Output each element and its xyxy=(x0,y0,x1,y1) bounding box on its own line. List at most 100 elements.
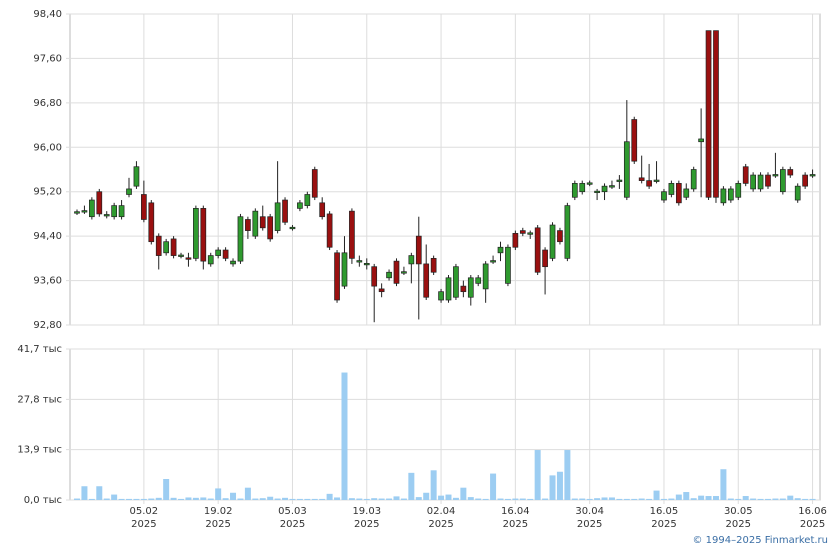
volume-bar xyxy=(638,498,645,500)
candle-body xyxy=(467,277,474,298)
candle-body xyxy=(765,174,771,187)
candle-body xyxy=(653,179,660,182)
volume-bar xyxy=(519,498,526,500)
volume-bar xyxy=(742,496,749,500)
y-tick-label: 93,60 xyxy=(33,276,62,287)
y-tick-label: 92,80 xyxy=(33,320,62,331)
volume-bar xyxy=(802,498,809,500)
volume-bar xyxy=(148,498,155,500)
candle-body xyxy=(252,210,259,237)
volume-bar xyxy=(698,495,705,500)
volume-bar xyxy=(616,498,623,500)
volume-bar xyxy=(445,494,452,500)
volume-bar xyxy=(571,498,578,500)
volume-bar xyxy=(452,497,459,500)
x-tick-label: 19.02 2025 xyxy=(203,506,233,530)
volume-bar xyxy=(750,498,757,500)
candle-body xyxy=(802,174,808,187)
candle-body xyxy=(661,191,667,201)
volume-bar xyxy=(482,498,489,500)
candle-body xyxy=(490,260,496,263)
x-tick-label: 16.06 2025 xyxy=(798,506,827,530)
volume-tick-label: 41,7 тыс xyxy=(17,344,62,355)
volume-bar xyxy=(378,498,385,500)
candle-body xyxy=(527,232,534,235)
candle-body xyxy=(74,211,80,214)
candle-body xyxy=(304,194,311,206)
candle-body xyxy=(638,177,645,181)
candle-body xyxy=(170,238,177,256)
volume-tick-label: 13,9 тыс xyxy=(17,445,62,456)
candle-body xyxy=(378,288,385,293)
volume-bar xyxy=(787,495,794,500)
candle-body xyxy=(586,182,593,185)
volume-bar xyxy=(809,498,816,500)
volume-bar xyxy=(712,496,719,500)
candle-body xyxy=(519,230,526,234)
volume-bar xyxy=(111,494,118,500)
candle-body xyxy=(438,291,444,301)
candle-body xyxy=(430,258,437,273)
x-tick-label: 16.04 2025 xyxy=(501,506,530,530)
volume-bar xyxy=(408,472,415,500)
volume-bar xyxy=(586,498,593,500)
volume-bar xyxy=(423,492,430,500)
candle-body xyxy=(564,205,571,259)
candle-body xyxy=(81,210,88,213)
candle-body xyxy=(750,174,756,190)
candle-body xyxy=(742,166,749,184)
candle-body xyxy=(727,188,734,201)
volume-bar xyxy=(705,496,712,500)
volume-bar xyxy=(296,498,303,500)
candle-body xyxy=(809,174,816,177)
volume-bar xyxy=(727,498,734,500)
candle-body xyxy=(594,190,600,194)
volume-bar xyxy=(133,498,140,500)
volume-bar xyxy=(504,498,511,500)
candle-body xyxy=(690,169,697,190)
volume-bar xyxy=(460,487,467,500)
volume-bar xyxy=(735,498,742,500)
volume-bar xyxy=(289,498,296,500)
candle-body xyxy=(148,202,155,243)
volume-bar xyxy=(74,498,80,500)
volume-bar xyxy=(163,478,170,500)
volume-bar xyxy=(549,475,556,500)
candle-body xyxy=(668,183,675,195)
x-tick-label: 16.05 2025 xyxy=(649,506,679,530)
volume-bar xyxy=(430,470,437,500)
volume-bar xyxy=(794,498,801,500)
candle-body xyxy=(356,260,363,263)
volume-bar xyxy=(720,469,727,500)
volume-bar xyxy=(393,496,400,500)
x-tick-label: 30.05 2025 xyxy=(723,506,753,530)
candle-body xyxy=(282,199,288,223)
volume-bar xyxy=(222,498,229,500)
candle-body xyxy=(326,213,333,248)
candle-body xyxy=(423,263,430,298)
volume-bar xyxy=(311,498,318,500)
volume-bar xyxy=(779,498,786,500)
volume-bar xyxy=(371,498,378,500)
candle-body xyxy=(579,183,586,193)
volume-bar xyxy=(764,498,771,500)
candle-body xyxy=(497,246,504,254)
candle-body xyxy=(289,226,296,230)
y-tick-label: 96,00 xyxy=(33,142,62,153)
volume-bar xyxy=(192,497,199,500)
candle-body xyxy=(185,257,192,260)
candle-body xyxy=(207,255,214,265)
candle-body xyxy=(393,260,400,284)
candle-body xyxy=(571,183,578,198)
volume-bar xyxy=(155,497,162,500)
x-tick-label: 19.03 2025 xyxy=(352,506,382,530)
volume-bar xyxy=(542,498,549,500)
volume-bar xyxy=(579,498,586,500)
candle-body xyxy=(772,174,779,177)
volume-bar xyxy=(415,497,422,500)
volume-bar xyxy=(608,497,615,500)
candle-body xyxy=(245,219,251,231)
candle-body xyxy=(408,255,415,265)
candle-body xyxy=(557,230,563,243)
